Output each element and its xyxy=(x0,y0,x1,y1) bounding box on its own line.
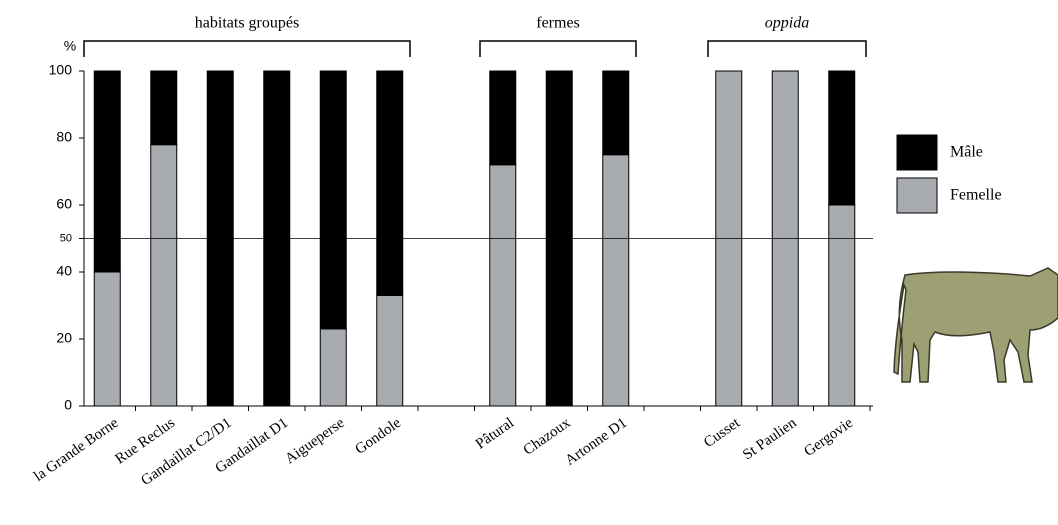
y-tick-label: 80 xyxy=(56,129,72,145)
y-tick-label: 20 xyxy=(56,330,72,346)
x-tick-label: Artonne D1 xyxy=(562,415,630,469)
y-tick-label: 100 xyxy=(49,62,73,78)
bar-segment xyxy=(150,144,178,407)
group-bracket xyxy=(479,40,637,57)
legend-swatch xyxy=(896,177,938,214)
bar-segment xyxy=(602,70,630,156)
y-tick-label: 50 xyxy=(60,232,72,244)
y-tick-label: 60 xyxy=(56,196,72,212)
x-tick-label: Chazoux xyxy=(521,415,574,459)
x-tick-label: Gergovie xyxy=(801,415,856,460)
legend-label: Mâle xyxy=(950,144,983,161)
x-tick-label: Pâtural xyxy=(473,415,517,452)
bar-segment xyxy=(489,70,517,166)
legend-label: Femelle xyxy=(950,187,1002,204)
bar-segment xyxy=(319,328,347,407)
cow-illustration xyxy=(893,267,1058,383)
group-label: oppida xyxy=(765,15,809,32)
x-tick-label: Gondole xyxy=(353,415,405,458)
bar-segment xyxy=(602,154,630,407)
legend-swatch xyxy=(896,134,938,171)
group-bracket xyxy=(83,40,411,57)
y-tick-label: 0 xyxy=(64,397,72,413)
bar-segment xyxy=(376,70,404,296)
x-tick-label: Aigueperse xyxy=(282,415,347,467)
y-axis-label: % xyxy=(64,38,76,54)
x-tick-label: St Paulien xyxy=(740,415,800,464)
bar-segment xyxy=(828,204,856,407)
bar-segment xyxy=(828,70,856,206)
y-tick-label: 40 xyxy=(56,263,72,279)
x-tick-label: la Grande Borne xyxy=(31,415,122,485)
bar-segment xyxy=(93,271,121,407)
bar-segment xyxy=(319,70,347,330)
x-tick-label: Cusset xyxy=(701,415,744,452)
bar-segment xyxy=(489,164,517,407)
group-label: fermes xyxy=(536,15,580,32)
bar-segment xyxy=(376,294,404,407)
bar-segment xyxy=(93,70,121,273)
bar-segment xyxy=(150,70,178,146)
group-label: habitats groupés xyxy=(195,15,299,32)
group-bracket xyxy=(707,40,867,57)
